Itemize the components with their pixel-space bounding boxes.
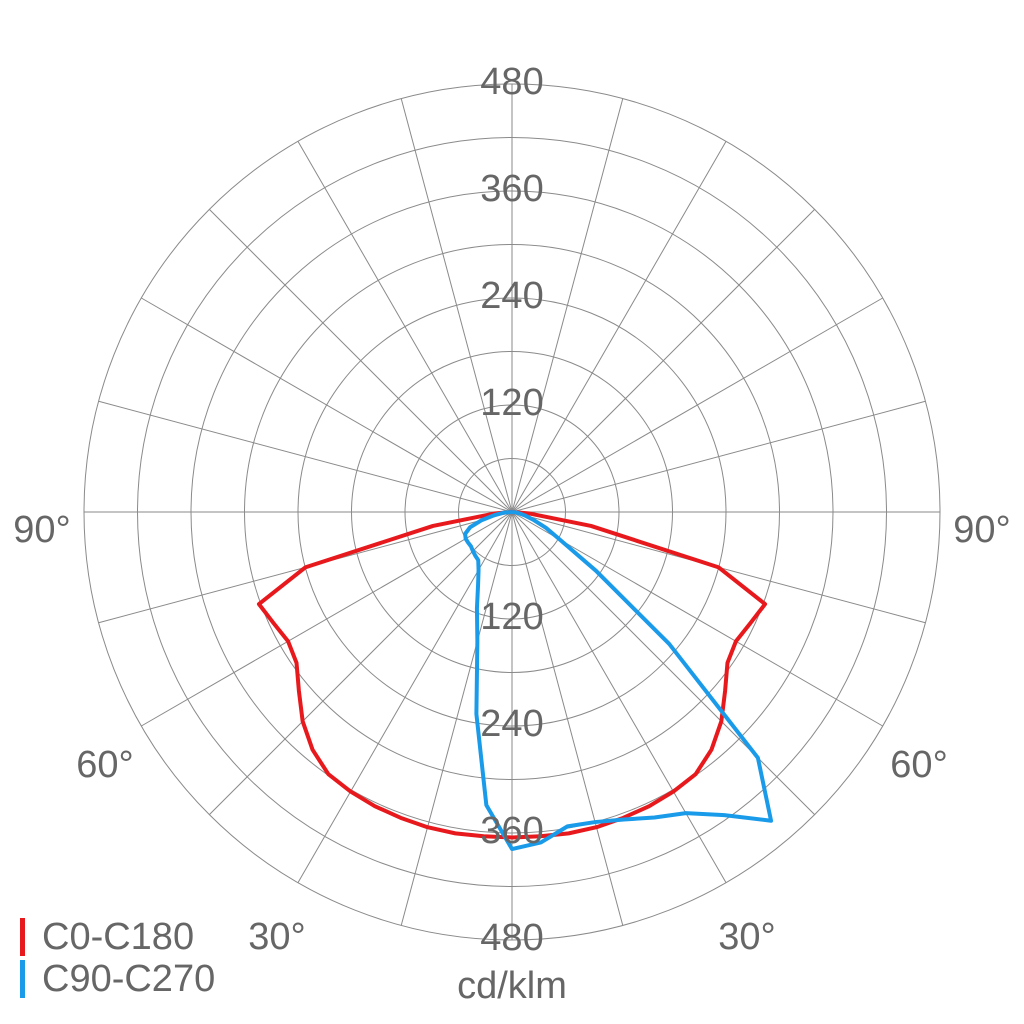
angle-tick-label: 30° (248, 916, 305, 958)
labels: 120 120 240 240 360 360 480 480 90° 60° 30° 30° 60° 9… (13, 61, 1010, 1000)
r-tick-label: 480 (480, 917, 543, 959)
r-tick-label: 120 (480, 596, 543, 638)
axis-label: cd/klm (457, 965, 567, 1007)
grid-spoke (511, 209, 815, 513)
r-tick-label: 240 (480, 275, 543, 317)
grid-spoke (98, 400, 513, 513)
grid-spoke (511, 511, 624, 926)
grid-spoke (141, 297, 513, 513)
grid-spoke (511, 400, 926, 513)
grid-spoke (400, 98, 513, 513)
series-line (256, 510, 768, 840)
r-tick-label: 360 (480, 810, 543, 852)
grid-spoke (141, 511, 513, 727)
grid-spoke (511, 98, 624, 513)
r-tick-label: 240 (480, 703, 543, 745)
grid-spoke (297, 141, 513, 513)
legend-label: C90-C270 (42, 958, 215, 1000)
grid-spoke (400, 511, 513, 926)
angle-tick-label: 30° (718, 916, 775, 958)
grid-spoke (209, 209, 513, 513)
grid-spoke (511, 511, 815, 815)
series-line (463, 510, 774, 852)
grid-spoke (511, 511, 727, 883)
legend-label: C0-C180 (42, 916, 194, 958)
grid-spoke (209, 511, 513, 815)
angle-tick-label: 90° (953, 509, 1010, 551)
grid-spoke (511, 141, 727, 513)
angle-tick-label: 90° (13, 509, 70, 551)
r-tick-label: 360 (480, 168, 543, 210)
grid-spoke (297, 511, 513, 883)
grid-spoke (511, 297, 883, 513)
r-tick-label: 120 (480, 382, 543, 424)
plot (256, 510, 774, 852)
legend-swatch (20, 960, 25, 998)
grid (83, 83, 941, 941)
legend-swatch (20, 918, 25, 956)
angle-tick-label: 60° (76, 744, 133, 786)
grid-spoke (511, 511, 883, 727)
r-tick-label: 480 (480, 61, 543, 103)
angle-tick-label: 60° (890, 744, 947, 786)
